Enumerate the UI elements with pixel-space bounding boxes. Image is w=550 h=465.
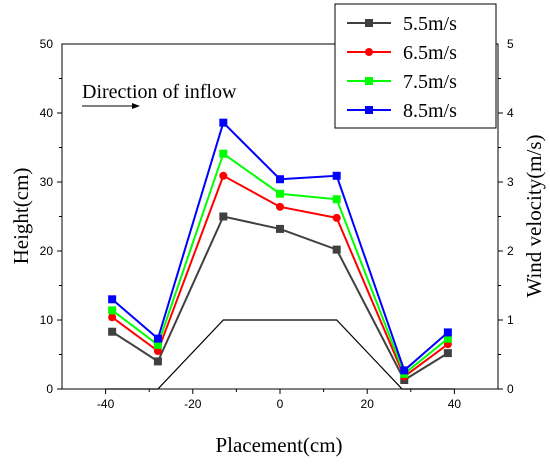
- y-axis-title: Height(cm): [9, 168, 33, 265]
- series-4-point: [443, 328, 452, 337]
- series-3-point: [443, 334, 452, 343]
- y2-tick-label: 1: [507, 313, 514, 327]
- y2-tick-label: 4: [507, 106, 514, 120]
- y2-tick-label: 3: [507, 175, 514, 189]
- y-tick-label: 50: [40, 37, 54, 51]
- legend-swatch-marker: [365, 48, 373, 56]
- series-1-point: [153, 357, 162, 366]
- legend: 5.5m/s 6.5m/s 7.5m/s 8.5m/s: [334, 3, 497, 129]
- y2-tick-label: 2: [507, 244, 514, 258]
- series-2-point: [332, 213, 341, 222]
- series-4-point: [153, 334, 162, 343]
- y2-tick-label: 5: [507, 37, 514, 51]
- x-tick-label: 0: [277, 397, 284, 411]
- series-3-point: [219, 149, 228, 158]
- annotation-layer: Direction of inflow: [82, 81, 237, 109]
- legend-swatch-marker: [365, 77, 373, 85]
- series-3-point: [153, 340, 162, 349]
- legend-label: 6.5m/s: [403, 42, 457, 64]
- series-2-point: [219, 171, 228, 180]
- legend-box: [334, 3, 497, 129]
- x-tick-label: 40: [448, 397, 462, 411]
- plot-layer: [105, 118, 455, 390]
- legend-swatch-marker: [365, 106, 373, 114]
- legend-label: 7.5m/s: [403, 71, 457, 93]
- y-tick-label: 10: [40, 313, 54, 327]
- y-tick-label: 30: [40, 175, 54, 189]
- series-4-point: [276, 175, 284, 184]
- y-tick-label: 20: [40, 244, 54, 258]
- y-tick-label: 0: [46, 382, 53, 396]
- series-2-point: [153, 347, 162, 356]
- y-tick-label: 40: [40, 106, 54, 120]
- y2-tick-label: 0: [507, 382, 514, 396]
- series-1-point: [219, 212, 228, 221]
- series-4-point: [332, 171, 341, 180]
- x-tick-label: -40: [97, 397, 115, 411]
- inflow-arrowhead-icon: [132, 103, 140, 109]
- series-4-point: [108, 295, 117, 304]
- axis-layer: -40 -20 0 20 40 0 10 20 30 40 50 0 1 2 3 4 5: [40, 37, 514, 411]
- series-2-point: [276, 202, 284, 211]
- series-3-point: [332, 195, 341, 204]
- series-4-point: [400, 366, 409, 375]
- x-axis-title: Placement(cm): [215, 433, 342, 457]
- series-1-point: [276, 224, 284, 233]
- series-1-point: [108, 327, 117, 336]
- series-3-point: [108, 306, 117, 315]
- series-2-point: [108, 313, 117, 322]
- series-1-point: [332, 245, 341, 254]
- series-1-point: [443, 349, 452, 358]
- series-3-point: [276, 189, 284, 198]
- legend-swatch-marker: [365, 19, 373, 27]
- x-tick-label: 20: [361, 397, 375, 411]
- x-tick-label: -20: [184, 397, 202, 411]
- series-4-point: [219, 118, 228, 127]
- y2-axis-title: Wind velocity(m/s): [522, 134, 546, 297]
- inflow-annotation: Direction of inflow: [82, 81, 237, 103]
- legend-label: 8.5m/s: [403, 100, 457, 122]
- legend-label: 5.5m/s: [403, 13, 457, 35]
